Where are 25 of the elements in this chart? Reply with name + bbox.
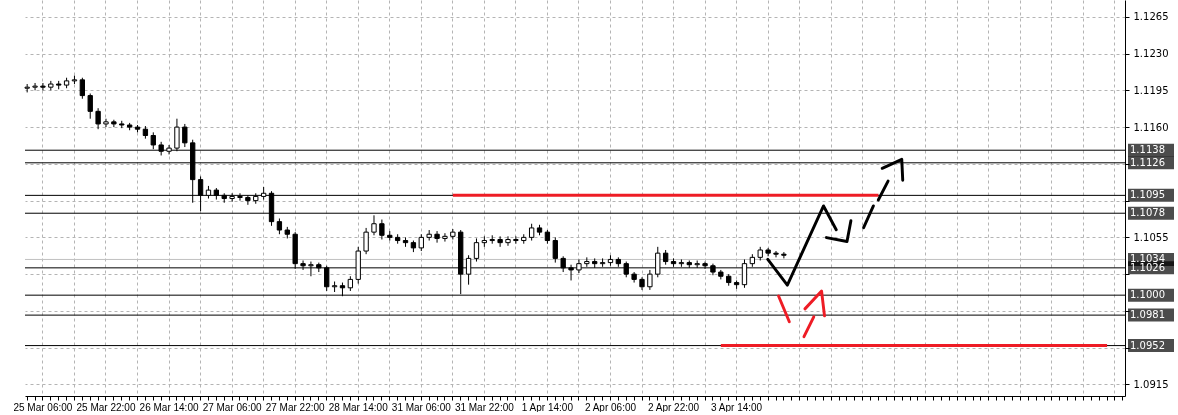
x-tick-label: 31 Mar 22:00 [454, 401, 515, 413]
x-tick-label: 27 Mar 22:00 [265, 401, 326, 413]
x-tick-label: 31 Mar 06:00 [391, 401, 452, 413]
ref-line-label: 1.0952 [1130, 339, 1165, 351]
y-tick-label: 1.1195 [1133, 84, 1169, 96]
y-tick-label: 1.1265 [1133, 11, 1169, 23]
x-tick-label: 26 Mar 14:00 [139, 401, 199, 413]
ref-line-label: 1.1000 [1130, 289, 1165, 301]
x-tick-label: 3 Apr 14:00 [711, 401, 763, 413]
x-tick-label: 2 Apr 06:00 [584, 401, 637, 413]
ref-line-label: 1.1095 [1130, 189, 1165, 201]
ref-line-label: 1.1126 [1130, 156, 1165, 168]
x-tick-label: 27 Mar 06:00 [202, 401, 263, 413]
y-tick-label: 1.0915 [1133, 378, 1169, 390]
x-tick-label: 25 Mar 06:00 [13, 401, 73, 413]
y-tick-label: 1.1055 [1133, 231, 1169, 243]
y-tick-label: 1.1160 [1133, 121, 1169, 133]
x-tick-label: 1 Apr 14:00 [521, 401, 574, 413]
ref-line-label: 1.1078 [1130, 207, 1165, 219]
ref-line-label: 1.0981 [1130, 309, 1165, 321]
ref-line-label: 1.1138 [1130, 144, 1165, 156]
y-tick-label: 1.1230 [1133, 48, 1169, 60]
x-tick-label: 25 Mar 22:00 [76, 401, 136, 413]
x-tick-label: 28 Mar 14:00 [328, 401, 389, 413]
x-tick-label: 2 Apr 22:00 [647, 401, 700, 413]
